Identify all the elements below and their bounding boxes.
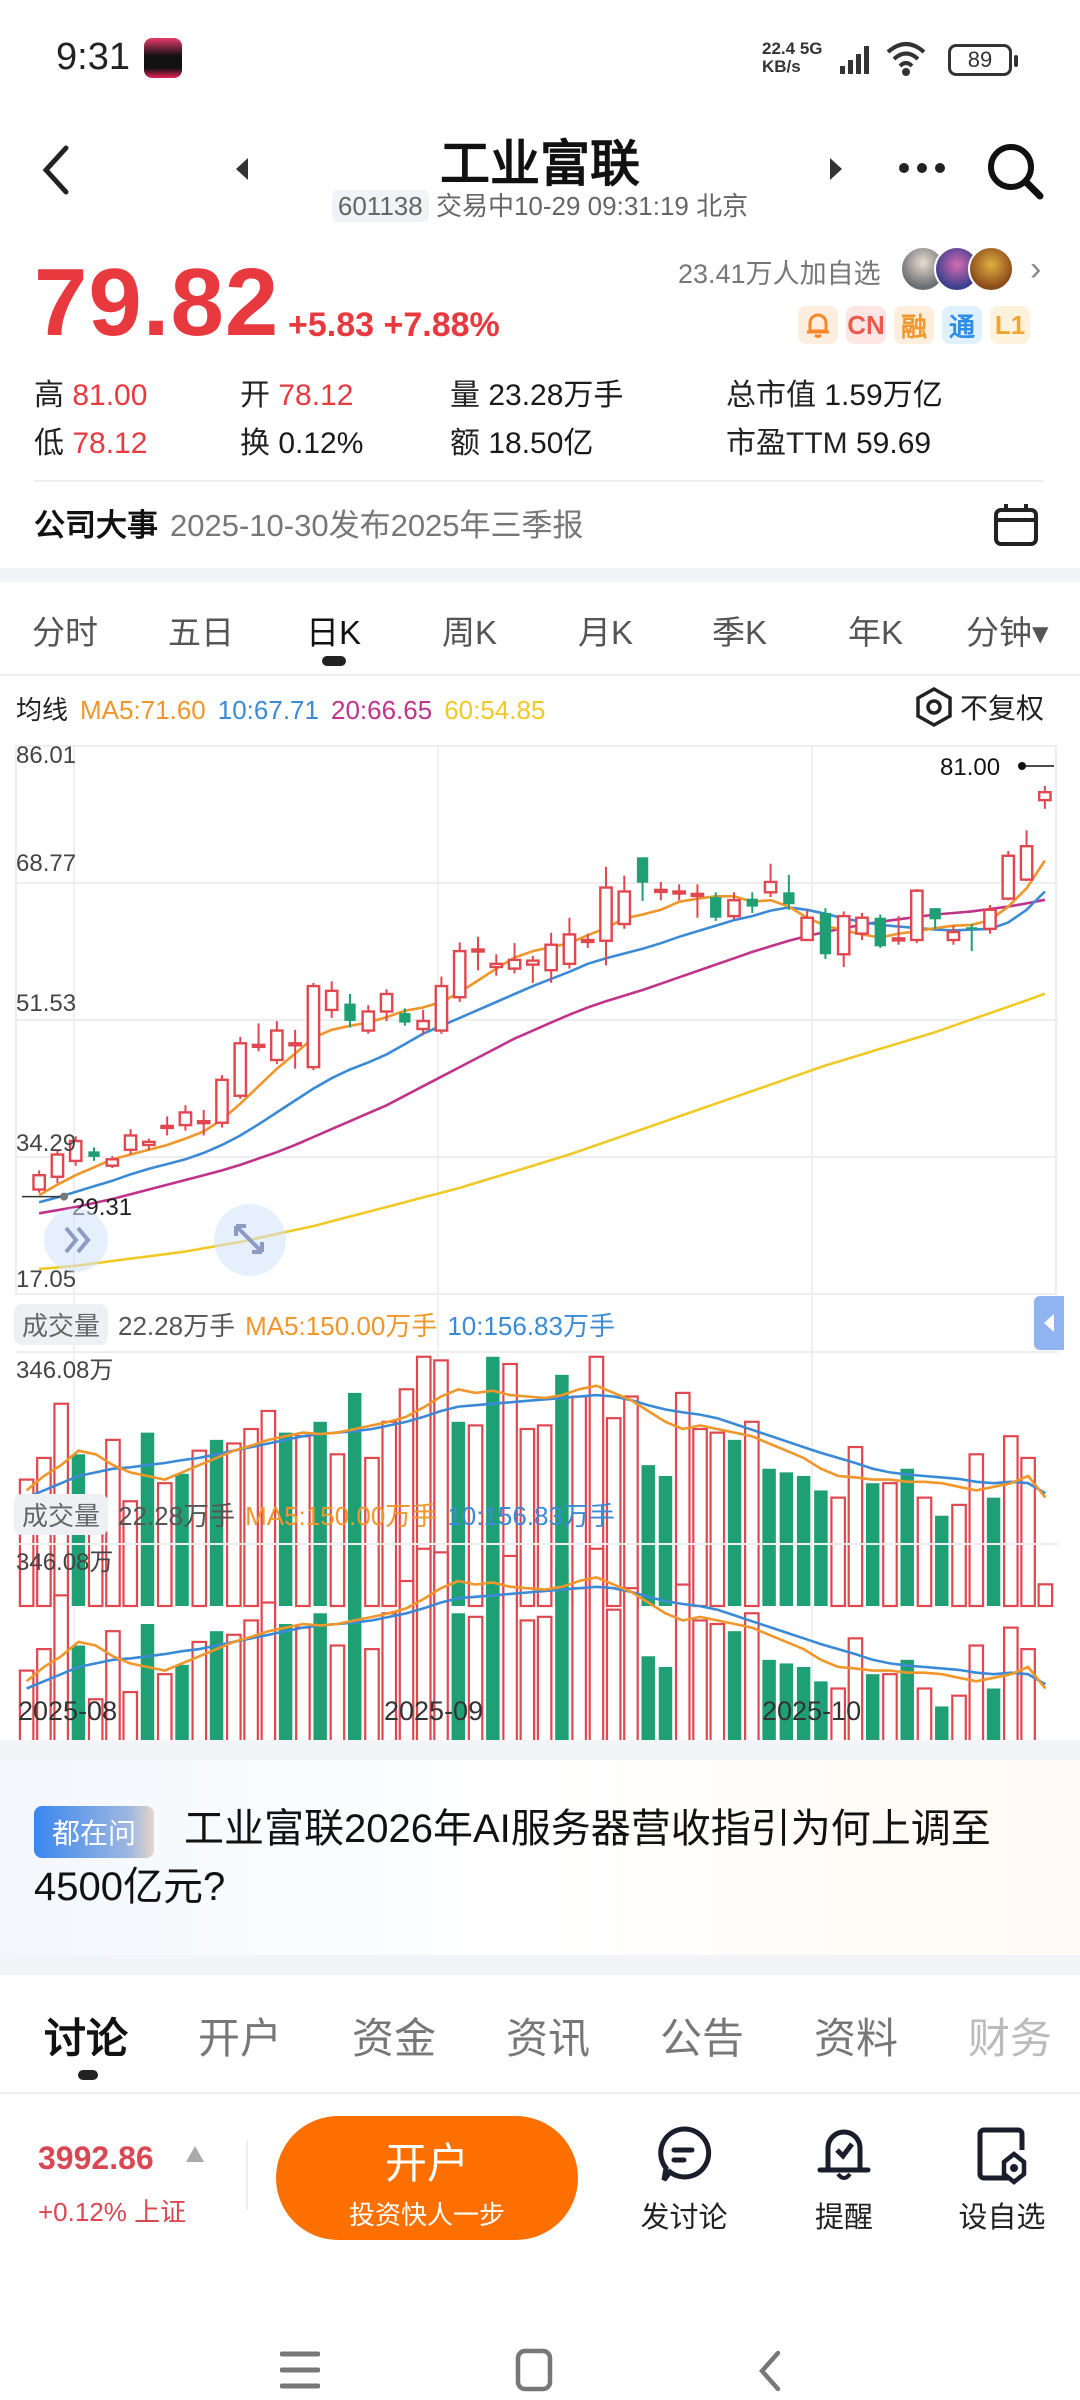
- tab-profile[interactable]: 资料: [814, 2015, 899, 2062]
- section-gap: [0, 1955, 1080, 1975]
- active-tab-indicator: [322, 656, 346, 666]
- add-watchlist-button[interactable]: 设自选: [952, 2124, 1052, 2236]
- cn-badge[interactable]: CN: [846, 306, 886, 344]
- tab-intraday[interactable]: 分时: [32, 614, 98, 651]
- bell-check-icon: [817, 2129, 871, 2180]
- alert-bell-badge[interactable]: [798, 306, 838, 344]
- more-icon[interactable]: [898, 160, 946, 176]
- tab-five-day[interactable]: 五日: [168, 614, 234, 651]
- x-tick: 2025-10: [762, 1696, 862, 1726]
- divider: [246, 2140, 248, 2210]
- search-icon[interactable]: [984, 140, 1046, 202]
- tab-news[interactable]: 资讯: [506, 2015, 591, 2062]
- tab-discussion[interactable]: 讨论: [44, 2015, 129, 2062]
- price-change: +5.83 +7.88%: [288, 306, 500, 344]
- alert-button[interactable]: 提醒: [794, 2124, 894, 2236]
- fullscreen-icon: [234, 1224, 264, 1254]
- tab-financials[interactable]: 财务: [968, 2015, 1053, 2062]
- stat-low: 低 78.12: [34, 427, 148, 460]
- expand-left-button[interactable]: [44, 1208, 108, 1272]
- tab-capital[interactable]: 资金: [352, 2015, 437, 2062]
- recents-icon[interactable]: [280, 2350, 320, 2390]
- section-gap: [0, 568, 1080, 582]
- watchlist-add-icon: [977, 2127, 1027, 2185]
- prev-stock-icon[interactable]: [232, 156, 252, 182]
- index-change[interactable]: +0.12% 上证: [38, 2197, 187, 2227]
- post-discussion-button[interactable]: 发讨论: [634, 2124, 734, 2236]
- trade-status: 交易中10-29 09:31:19 北京: [435, 191, 749, 221]
- kline-chart[interactable]: [14, 738, 1058, 1740]
- stock-name: 工业富联: [440, 136, 640, 192]
- divider: [0, 2092, 1080, 2094]
- stat-pe-ttm: 市盈TTM 59.69: [726, 427, 932, 460]
- active-tab-indicator: [78, 2070, 98, 2080]
- settings-hex-icon: [916, 686, 952, 728]
- hot-question-card[interactable]: [0, 1760, 1080, 1955]
- ma-legend: 均线 MA5:71.60 10:67.71 20:66.65 60:54.85: [16, 695, 546, 725]
- status-time: 9:31: [56, 36, 130, 78]
- margin-badge[interactable]: 融: [894, 306, 934, 344]
- connect-badge[interactable]: 通: [942, 306, 982, 344]
- double-chevron-icon: [64, 1226, 91, 1254]
- tab-weekly-k[interactable]: 周K: [442, 614, 498, 651]
- divider: [34, 480, 1044, 482]
- stat-volume: 量 23.28万手: [450, 379, 624, 412]
- back-icon[interactable]: [36, 140, 76, 200]
- current-price: 79.82: [34, 249, 280, 356]
- volume-panel-toggle[interactable]: [1034, 1296, 1064, 1350]
- stock-badges: CN 融 通 L1: [798, 306, 1030, 344]
- tab-daily-k[interactable]: 日K: [306, 614, 362, 651]
- tab-monthly-k[interactable]: 月K: [578, 614, 634, 651]
- battery-indicator: 89: [948, 44, 1018, 76]
- tab-open-account[interactable]: 开户: [198, 2015, 283, 2062]
- section-gap: [0, 1740, 1080, 1760]
- chat-bubble-icon: [658, 2126, 712, 2182]
- stat-high: 高 81.00: [34, 379, 148, 412]
- next-stock-icon[interactable]: [826, 156, 846, 182]
- stat-turnover: 换 0.12%: [240, 427, 364, 460]
- x-tick: 2025-08: [18, 1696, 118, 1726]
- tab-announcements[interactable]: 公告: [660, 2015, 745, 2062]
- level1-badge[interactable]: L1: [990, 306, 1030, 344]
- x-tick: 2025-09: [384, 1696, 484, 1726]
- signal-icon: [840, 46, 869, 74]
- system-nav-bar: [0, 2300, 1080, 2400]
- tmall-app-icon: [144, 38, 182, 78]
- divider: [0, 674, 1080, 676]
- network-speed: 22.4 5G KB/s: [762, 39, 823, 76]
- hot-question-tag: 都在问: [34, 1806, 154, 1858]
- open-account-button[interactable]: 开户 投资快人一步: [276, 2116, 578, 2240]
- hot-question-text[interactable]: 工业富联2026年AI服务器营收指引为何上调至4500亿元?: [34, 1807, 991, 1909]
- stat-open: 开 78.12: [240, 379, 354, 412]
- calendar-icon[interactable]: [992, 500, 1040, 548]
- adjust-toggle[interactable]: 不复权: [914, 686, 1044, 728]
- content-tabs: 讨论 开户 资金 资讯 公告 资料 财务: [0, 1975, 1080, 2090]
- chevron-right-icon[interactable]: ›: [1030, 250, 1042, 288]
- stock-code: 601138: [331, 190, 429, 222]
- fullscreen-button[interactable]: [214, 1204, 286, 1276]
- tab-yearly-k[interactable]: 年K: [848, 614, 904, 651]
- status-bar: 9:31 22.4 5G KB/s 89: [0, 0, 1080, 120]
- follower-avatars[interactable]: [900, 246, 1018, 294]
- back-nav-icon[interactable]: [754, 2350, 784, 2392]
- up-triangle-icon: [186, 2146, 204, 2162]
- tab-quarterly-k[interactable]: 季K: [712, 614, 768, 651]
- company-event[interactable]: 公司大事 2025-10-30发布2025年三季报: [34, 508, 584, 543]
- avatar: [968, 246, 1014, 292]
- period-tabs: 分时 五日 日K 周K 月K 季K 年K 分钟▾: [0, 582, 1080, 674]
- wifi-icon: [886, 42, 926, 76]
- index-value[interactable]: 3992.86: [38, 2140, 154, 2176]
- follower-count[interactable]: 23.41万人加自选: [678, 259, 881, 289]
- stat-amount: 额 18.50亿: [450, 427, 594, 460]
- stock-subtitle: 601138 交易中10-29 09:31:19 北京: [0, 186, 1080, 223]
- home-icon[interactable]: [514, 2348, 554, 2392]
- tab-minute-dropdown[interactable]: 分钟▾: [966, 614, 1049, 651]
- stat-market-cap: 总市值 1.59万亿: [726, 379, 943, 412]
